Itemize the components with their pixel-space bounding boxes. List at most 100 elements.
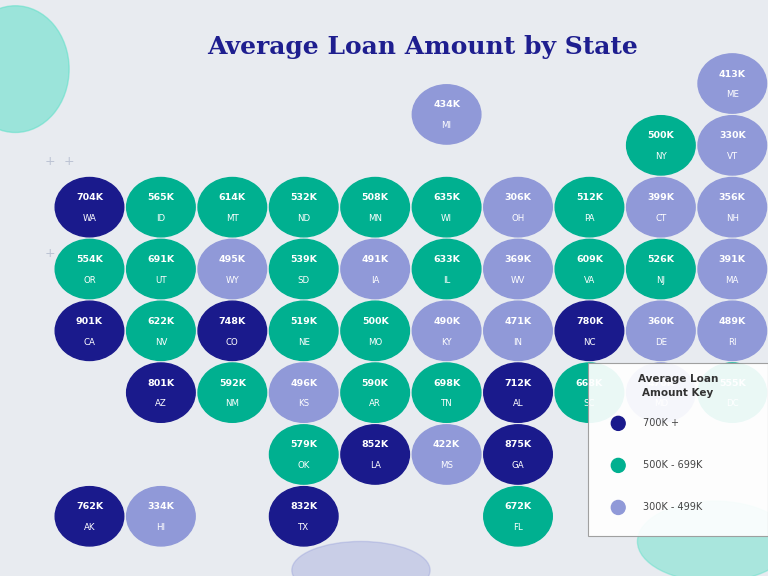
Text: 356K: 356K bbox=[719, 193, 746, 202]
Text: OK: OK bbox=[297, 461, 310, 470]
Text: DE: DE bbox=[655, 338, 667, 347]
Text: MN: MN bbox=[368, 214, 382, 223]
Text: 700K +: 700K + bbox=[643, 418, 679, 429]
Text: MD: MD bbox=[654, 399, 668, 408]
Text: 622K: 622K bbox=[147, 317, 174, 326]
Text: MO: MO bbox=[368, 338, 382, 347]
Text: +: + bbox=[728, 305, 739, 317]
Text: 495K: 495K bbox=[219, 255, 246, 264]
Text: 635K: 635K bbox=[433, 193, 460, 202]
Text: 579K: 579K bbox=[290, 441, 317, 449]
Text: ND: ND bbox=[297, 214, 310, 223]
Text: 592K: 592K bbox=[219, 378, 246, 388]
Text: 691K: 691K bbox=[147, 255, 174, 264]
Text: 832K: 832K bbox=[290, 502, 317, 511]
Text: AL: AL bbox=[513, 399, 523, 408]
Text: IA: IA bbox=[371, 276, 379, 285]
Text: 369K: 369K bbox=[505, 255, 531, 264]
Text: 306K: 306K bbox=[505, 193, 531, 202]
Text: +: + bbox=[64, 155, 74, 168]
Text: VT: VT bbox=[727, 152, 738, 161]
Text: 391K: 391K bbox=[719, 255, 746, 264]
Text: 360K: 360K bbox=[647, 317, 674, 326]
Text: NV: NV bbox=[154, 338, 167, 347]
Text: OH: OH bbox=[511, 214, 525, 223]
Text: WI: WI bbox=[441, 214, 452, 223]
Text: 471K: 471K bbox=[505, 317, 531, 326]
Text: PA: PA bbox=[584, 214, 594, 223]
Text: HI: HI bbox=[157, 523, 165, 532]
Text: NM: NM bbox=[225, 399, 240, 408]
Text: 490K: 490K bbox=[433, 317, 460, 326]
Text: NJ: NJ bbox=[657, 276, 665, 285]
Text: 526K: 526K bbox=[647, 255, 674, 264]
Text: +: + bbox=[728, 213, 739, 225]
Text: 413K: 413K bbox=[719, 70, 746, 78]
Text: ID: ID bbox=[157, 214, 165, 223]
Text: 489K: 489K bbox=[719, 317, 746, 326]
Text: +: + bbox=[45, 247, 55, 260]
Text: IL: IL bbox=[443, 276, 450, 285]
Text: CA: CA bbox=[84, 338, 95, 347]
Text: 633K: 633K bbox=[433, 255, 460, 264]
Text: 500K: 500K bbox=[647, 131, 674, 141]
Text: +: + bbox=[45, 155, 55, 168]
Text: CT: CT bbox=[655, 214, 667, 223]
Text: TN: TN bbox=[441, 399, 452, 408]
Text: UT: UT bbox=[155, 276, 167, 285]
Text: SD: SD bbox=[298, 276, 310, 285]
Text: 875K: 875K bbox=[505, 441, 531, 449]
Text: 762K: 762K bbox=[76, 502, 103, 511]
Text: 532K: 532K bbox=[290, 193, 317, 202]
Text: +: + bbox=[64, 339, 74, 352]
Text: IN: IN bbox=[514, 338, 522, 347]
Text: RI: RI bbox=[728, 338, 737, 347]
Text: +: + bbox=[64, 247, 74, 260]
Text: 609K: 609K bbox=[576, 255, 603, 264]
Text: WY: WY bbox=[226, 276, 239, 285]
Text: 672K: 672K bbox=[505, 502, 531, 511]
Text: 704K: 704K bbox=[76, 193, 103, 202]
Text: LA: LA bbox=[369, 461, 381, 470]
Text: 780K: 780K bbox=[576, 317, 603, 326]
Text: Average Loan Amount by State: Average Loan Amount by State bbox=[207, 35, 638, 59]
Text: MI: MI bbox=[442, 121, 452, 130]
Text: NH: NH bbox=[726, 214, 739, 223]
Text: WV: WV bbox=[511, 276, 525, 285]
Text: MT: MT bbox=[226, 214, 239, 223]
Text: 801K: 801K bbox=[147, 378, 174, 388]
Text: Average Loan
Amount Key: Average Loan Amount Key bbox=[637, 374, 718, 397]
Text: TX: TX bbox=[298, 523, 310, 532]
Text: 470K: 470K bbox=[647, 378, 674, 388]
Text: 330K: 330K bbox=[719, 131, 746, 141]
Text: 508K: 508K bbox=[362, 193, 389, 202]
Text: AZ: AZ bbox=[155, 399, 167, 408]
Text: AR: AR bbox=[369, 399, 381, 408]
Text: GA: GA bbox=[511, 461, 525, 470]
Text: 852K: 852K bbox=[362, 441, 389, 449]
Text: DC: DC bbox=[726, 399, 739, 408]
Text: 590K: 590K bbox=[362, 378, 389, 388]
Text: 565K: 565K bbox=[147, 193, 174, 202]
Text: SC: SC bbox=[584, 399, 595, 408]
Text: KS: KS bbox=[298, 399, 310, 408]
Text: MS: MS bbox=[440, 461, 453, 470]
Text: CO: CO bbox=[226, 338, 239, 347]
Text: VA: VA bbox=[584, 276, 595, 285]
Text: 512K: 512K bbox=[576, 193, 603, 202]
Text: WA: WA bbox=[82, 214, 97, 223]
Text: MA: MA bbox=[726, 276, 739, 285]
Text: 614K: 614K bbox=[219, 193, 246, 202]
Text: 901K: 901K bbox=[76, 317, 103, 326]
Text: 712K: 712K bbox=[505, 378, 531, 388]
Text: NY: NY bbox=[655, 152, 667, 161]
Text: 668K: 668K bbox=[576, 378, 603, 388]
Text: 555K: 555K bbox=[719, 378, 746, 388]
Text: 748K: 748K bbox=[219, 317, 246, 326]
Text: KY: KY bbox=[442, 338, 452, 347]
Text: 300K - 499K: 300K - 499K bbox=[643, 502, 702, 513]
Text: 434K: 434K bbox=[433, 100, 460, 109]
Text: 554K: 554K bbox=[76, 255, 103, 264]
Text: 491K: 491K bbox=[362, 255, 389, 264]
Text: ME: ME bbox=[726, 90, 739, 99]
